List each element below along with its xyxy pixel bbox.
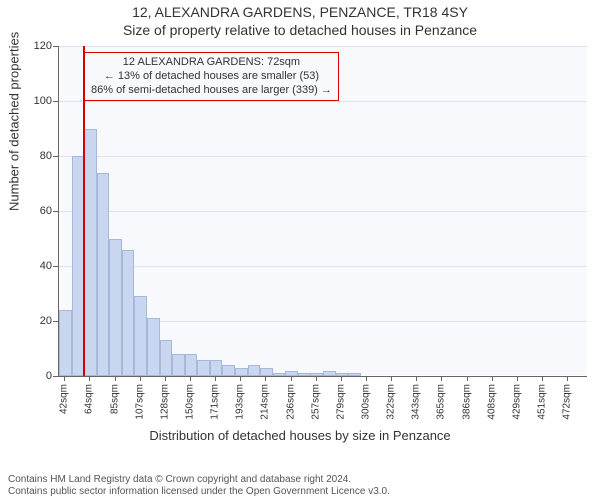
gridline xyxy=(59,211,587,212)
histogram-bar xyxy=(109,239,122,377)
x-tick-label: 107sqm xyxy=(134,384,145,424)
x-tick-label: 322sqm xyxy=(386,384,397,424)
y-tick-label: 0 xyxy=(28,370,52,382)
x-tick-label: 429sqm xyxy=(511,384,522,424)
annotation-box: 12 ALEXANDRA GARDENS: 72sqm ← 13% of det… xyxy=(84,52,339,101)
annotation-line2: ← 13% of detached houses are smaller (53… xyxy=(91,70,332,84)
y-tick xyxy=(53,376,58,377)
x-tick xyxy=(316,376,317,381)
y-tick xyxy=(53,321,58,322)
x-tick-label: 128sqm xyxy=(159,384,170,424)
x-tick-label: 64sqm xyxy=(84,384,95,424)
histogram-bar xyxy=(323,371,336,377)
annotation-line3: 86% of semi-detached houses are larger (… xyxy=(91,84,332,98)
histogram-bar xyxy=(84,129,97,377)
y-tick-label: 120 xyxy=(28,40,52,52)
histogram-bar xyxy=(336,373,349,376)
x-tick xyxy=(467,376,468,381)
x-tick-label: 343sqm xyxy=(411,384,422,424)
annotation-line1: 12 ALEXANDRA GARDENS: 72sqm xyxy=(91,56,332,70)
footer-attribution: Contains HM Land Registry data © Crown c… xyxy=(8,474,390,498)
x-tick xyxy=(115,376,116,381)
y-axis-label: Number of detached properties xyxy=(7,32,22,211)
histogram-bar xyxy=(97,173,110,377)
x-tick-label: 300sqm xyxy=(361,384,372,424)
x-tick-label: 85sqm xyxy=(109,384,120,424)
x-tick xyxy=(567,376,568,381)
histogram-bar xyxy=(222,365,235,376)
x-tick xyxy=(265,376,266,381)
x-tick xyxy=(416,376,417,381)
histogram-bar xyxy=(210,360,223,377)
x-axis-label: Distribution of detached houses by size … xyxy=(0,428,600,443)
x-tick xyxy=(89,376,90,381)
histogram-bar xyxy=(185,354,198,376)
x-tick xyxy=(291,376,292,381)
gridline xyxy=(59,266,587,267)
footer-line1: Contains HM Land Registry data © Crown c… xyxy=(8,474,390,486)
x-tick xyxy=(391,376,392,381)
histogram-bar xyxy=(59,310,72,376)
histogram-bar xyxy=(172,354,185,376)
histogram-bar xyxy=(134,296,147,376)
histogram-bar xyxy=(160,340,173,376)
footer-line2: Contains public sector information licen… xyxy=(8,486,390,498)
histogram-bar xyxy=(260,368,273,376)
chart-title-line1: 12, ALEXANDRA GARDENS, PENZANCE, TR18 4S… xyxy=(0,4,600,20)
histogram-bar xyxy=(235,368,248,376)
x-tick xyxy=(366,376,367,381)
x-tick-label: 408sqm xyxy=(486,384,497,424)
x-tick xyxy=(441,376,442,381)
gridline xyxy=(59,46,587,47)
x-tick-label: 472sqm xyxy=(562,384,573,424)
histogram-bar xyxy=(348,373,361,376)
histogram-bar xyxy=(147,318,160,376)
y-tick xyxy=(53,211,58,212)
x-tick xyxy=(240,376,241,381)
x-tick-label: 193sqm xyxy=(235,384,246,424)
x-tick xyxy=(140,376,141,381)
x-tick-label: 214sqm xyxy=(260,384,271,424)
y-tick xyxy=(53,101,58,102)
gridline xyxy=(59,156,587,157)
y-tick-label: 60 xyxy=(28,205,52,217)
x-tick-label: 279sqm xyxy=(335,384,346,424)
y-tick xyxy=(53,266,58,267)
x-tick xyxy=(64,376,65,381)
chart-title-line2: Size of property relative to detached ho… xyxy=(0,22,600,38)
x-tick xyxy=(215,376,216,381)
x-tick-label: 171sqm xyxy=(210,384,221,424)
x-tick-label: 386sqm xyxy=(461,384,472,424)
y-tick-label: 40 xyxy=(28,260,52,272)
histogram-bar xyxy=(310,373,323,376)
x-tick xyxy=(165,376,166,381)
x-tick xyxy=(190,376,191,381)
x-tick-label: 365sqm xyxy=(436,384,447,424)
x-tick-label: 236sqm xyxy=(285,384,296,424)
histogram-bar xyxy=(298,373,311,376)
histogram-bar xyxy=(285,371,298,377)
y-tick-label: 20 xyxy=(28,315,52,327)
y-tick-label: 80 xyxy=(28,150,52,162)
chart-container: 12, ALEXANDRA GARDENS, PENZANCE, TR18 4S… xyxy=(0,0,600,500)
histogram-bar xyxy=(273,373,286,376)
y-tick-label: 100 xyxy=(28,95,52,107)
x-tick-label: 451sqm xyxy=(537,384,548,424)
x-tick xyxy=(517,376,518,381)
x-tick xyxy=(492,376,493,381)
x-tick-label: 257sqm xyxy=(310,384,321,424)
histogram-bar xyxy=(122,250,135,377)
histogram-bar xyxy=(197,360,210,377)
x-tick xyxy=(341,376,342,381)
histogram-bar xyxy=(248,365,261,376)
y-tick xyxy=(53,46,58,47)
y-tick xyxy=(53,156,58,157)
x-tick-label: 42sqm xyxy=(59,384,70,424)
x-tick xyxy=(542,376,543,381)
x-tick-label: 150sqm xyxy=(185,384,196,424)
